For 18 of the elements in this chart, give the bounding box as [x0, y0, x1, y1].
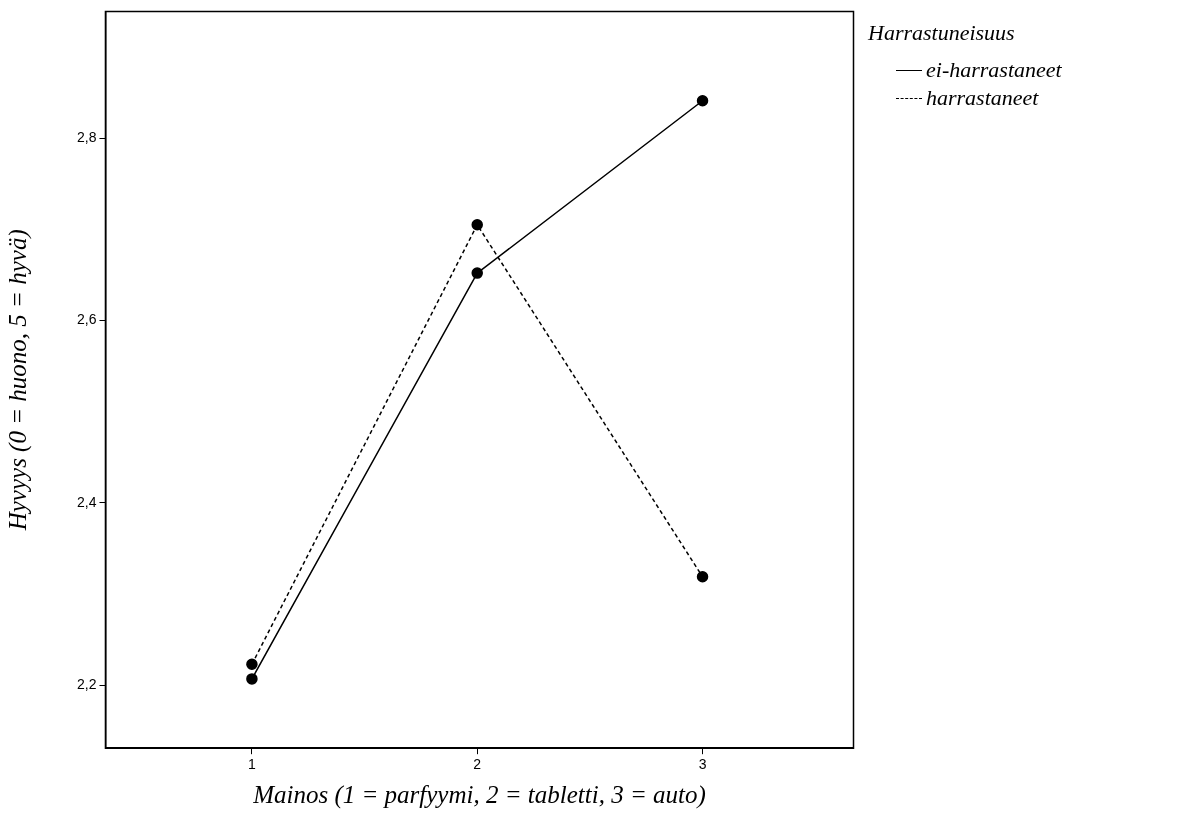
point	[696, 571, 709, 583]
point	[696, 95, 709, 107]
legend-title: Harrastuneisuus	[868, 20, 1016, 46]
x-axis-title: Mainos (1 = parfyymi, 2 = tabletti, 3 = auto)	[252, 780, 706, 809]
x-tick-label: 1	[248, 756, 257, 773]
legend-label: ei-harrastaneet	[926, 57, 1062, 83]
point	[471, 267, 483, 279]
point	[246, 658, 258, 671]
x-tick-label: 3	[698, 756, 707, 773]
y-tick-label: 2,2	[76, 676, 97, 693]
point	[471, 219, 483, 231]
y-tick-label: 2,4	[76, 493, 97, 510]
y-tick-label: 2,8	[76, 129, 97, 146]
y-tick-label: 2,6	[76, 311, 97, 328]
legend-label: harrastaneet	[926, 85, 1039, 111]
y-axis-title: Hyvyys (0 = huono, 5 = hyvä)	[3, 229, 32, 532]
x-tick-label: 2	[473, 756, 482, 773]
point	[246, 673, 258, 685]
